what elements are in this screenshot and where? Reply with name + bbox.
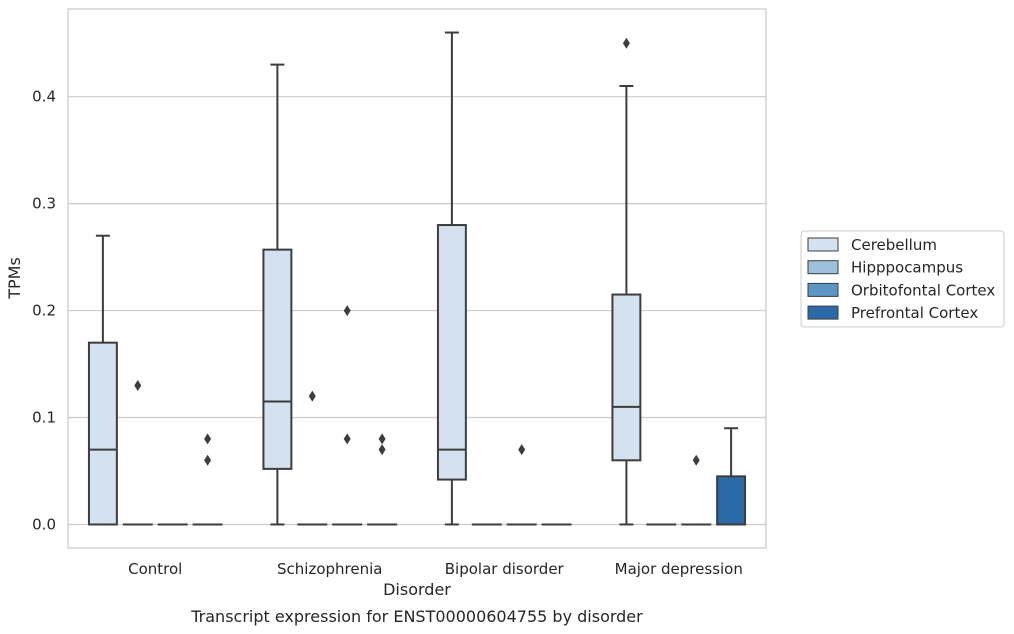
y-tick-label: 0.4 [32,88,56,106]
box-body [87,341,118,526]
box-hipppocampus [297,390,328,526]
legend-swatch [807,237,839,252]
legend-frame [800,230,1005,328]
box-body [716,475,747,526]
plot-area-frame [67,8,767,549]
box-hipppocampus [122,379,153,526]
legend-label: Cerebellum [851,236,937,254]
legend: Cerebellum Hipppocampus Orbitofontal Corte… [800,230,1005,328]
box-body [262,248,293,470]
box-cerebellum [262,63,293,526]
box-orbitofontal-cortex [506,444,537,526]
box-prefrontal-cortex [716,427,747,526]
outlier-point [378,433,386,445]
x-tick-label: Schizophrenia [277,560,382,578]
y-tick-label: 0.3 [32,195,56,213]
box-plots [87,31,747,526]
outlier-point [204,454,212,466]
y-tick-label: 0.1 [32,409,56,427]
outlier-point [692,454,700,466]
box-orbitofontal-cortex [332,305,363,526]
outlier-point [204,433,212,445]
legend-label: Hipppocampus [851,259,963,277]
box-orbitofontal-cortex [681,454,712,526]
outlier-point [622,37,630,49]
legend-swatch [807,282,839,297]
outlier-point [308,390,316,402]
y-axis-label: TPMs [5,257,24,300]
box-cerebellum [87,234,118,526]
x-tick-label: Major depression [615,560,743,578]
outlier-point [343,433,351,445]
legend-swatch [807,305,839,320]
outlier-point [518,444,526,456]
outlier-point [343,305,351,317]
box-prefrontal-cortex [367,433,398,526]
x-tick-label: Control [128,560,182,578]
box-body [611,293,642,462]
y-tick-label: 0.0 [32,515,56,533]
x-axis-ticks: Control Schizophrenia Bipolar disorder Majo… [128,560,743,578]
box-body [436,224,467,481]
legend-swatch [807,260,839,275]
x-axis-label: Disorder [383,580,451,599]
y-tick-label: 0.2 [32,302,56,320]
outlier-point [134,379,142,391]
legend-label: Orbitofontal Cortex [851,281,995,299]
x-tick-label: Bipolar disorder [445,560,565,578]
box-cerebellum [436,31,467,526]
box-prefrontal-cortex [192,433,223,526]
y-axis-ticks: 0.0 0.1 0.2 0.3 0.4 [32,88,56,534]
legend-label: Prefrontal Cortex [851,304,978,322]
chart-caption: Transcript expression for ENST0000060475… [190,607,643,626]
outlier-point [378,444,386,456]
box-cerebellum [611,37,642,526]
